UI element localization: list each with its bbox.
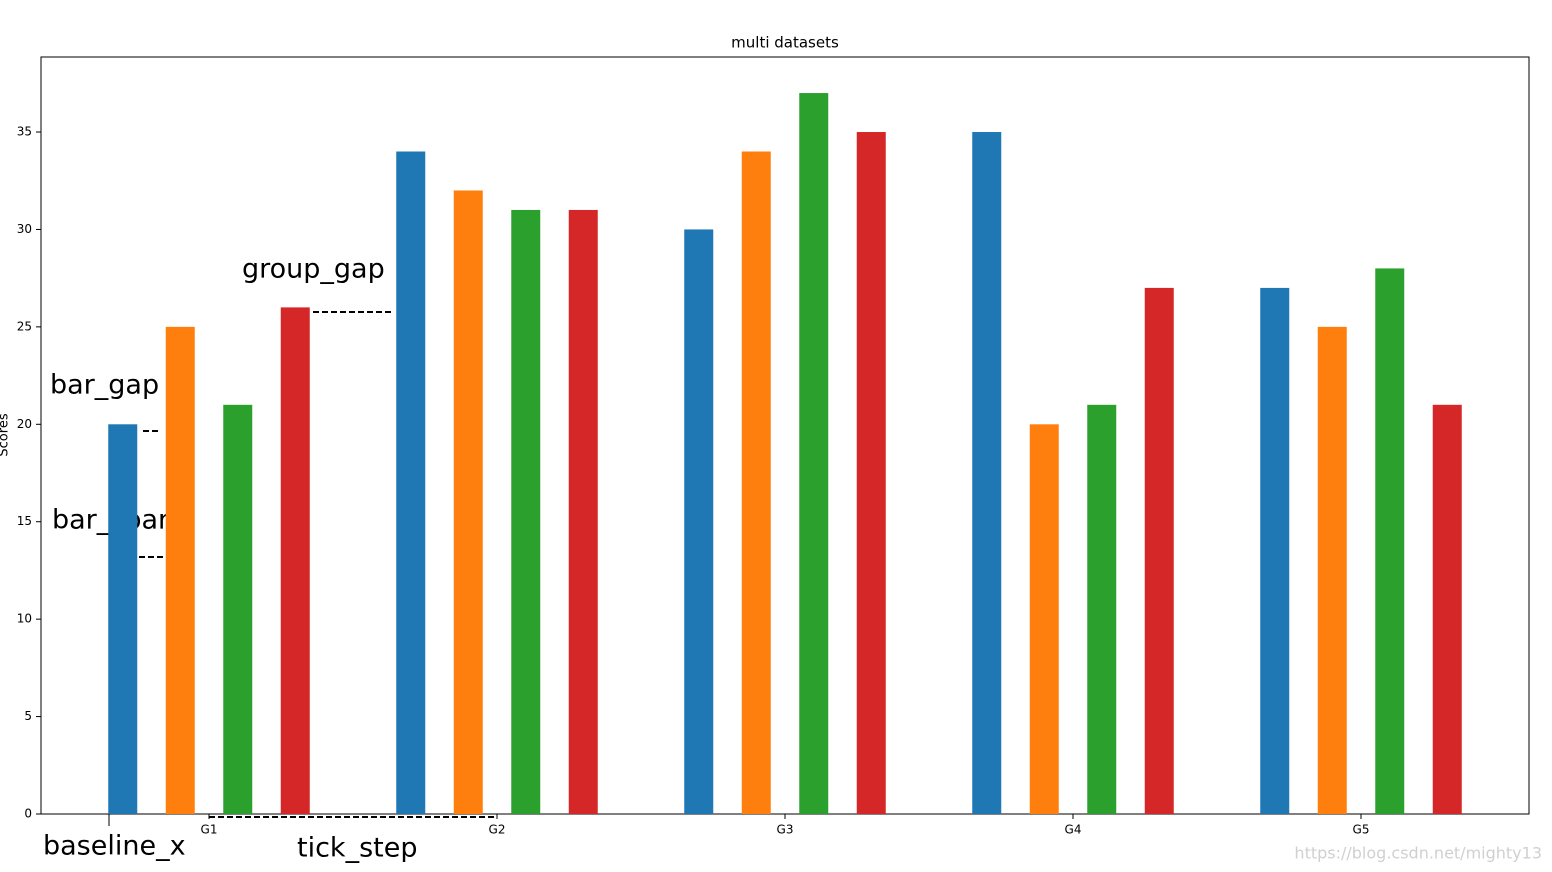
bar [1317, 326, 1347, 814]
y-tick-label: 20 [17, 417, 32, 431]
y-tick-label: 25 [17, 319, 32, 333]
bar [223, 404, 253, 814]
y-tick-label: 0 [24, 807, 32, 821]
bar [741, 151, 771, 814]
bar [568, 209, 598, 815]
bar [1144, 287, 1174, 814]
x-tick-label: G2 [489, 823, 506, 837]
bar [108, 424, 138, 814]
watermark: https://blog.csdn.net/mighty13 [1294, 844, 1542, 863]
y-axis-label: Scores [0, 413, 12, 456]
bar [856, 132, 886, 815]
bar [165, 326, 195, 814]
bar [1260, 287, 1290, 814]
y-tick-label: 35 [17, 125, 32, 139]
bar [511, 209, 541, 815]
annotation: bar_gap [50, 370, 159, 401]
bar [396, 151, 426, 814]
y-tick-label: 5 [24, 709, 32, 723]
y-tick-label: 10 [17, 612, 32, 626]
bar [280, 307, 310, 814]
x-tick-label: G5 [1353, 823, 1370, 837]
x-tick-label: G3 [777, 823, 794, 837]
x-tick-label: G1 [201, 823, 218, 837]
bar [1375, 268, 1405, 814]
annotation: group_gap [242, 254, 385, 285]
bar [453, 190, 483, 814]
bar [1087, 404, 1117, 814]
chart-title: multi datasets [731, 34, 839, 52]
bar [799, 93, 829, 815]
bar [684, 229, 714, 814]
y-tick-label: 30 [17, 222, 32, 236]
annotation: baseline_x [43, 831, 186, 862]
bar [1432, 404, 1462, 814]
bar [972, 132, 1002, 815]
y-tick-label: 15 [17, 514, 32, 528]
annotation: tick_step [297, 833, 417, 864]
x-tick-label: G4 [1065, 823, 1082, 837]
bar [1029, 424, 1059, 814]
